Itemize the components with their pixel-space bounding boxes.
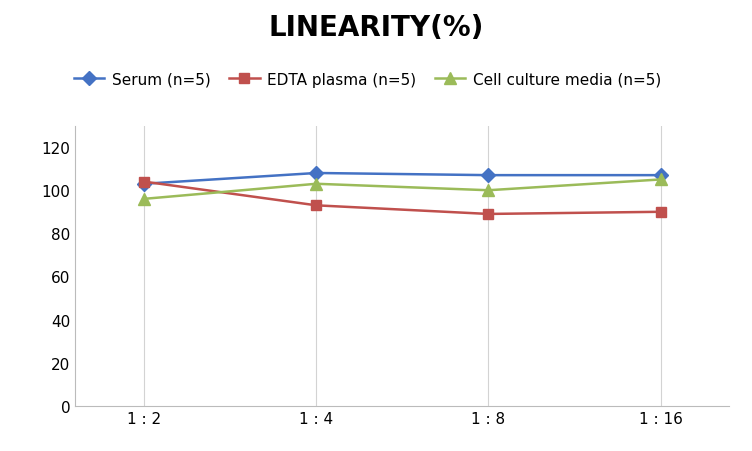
Legend: Serum (n=5), EDTA plasma (n=5), Cell culture media (n=5): Serum (n=5), EDTA plasma (n=5), Cell cul… bbox=[68, 66, 667, 93]
Serum (n=5) bbox=[484, 173, 493, 179]
Cell culture media (n=5) bbox=[312, 182, 321, 187]
EDTA plasma (n=5) bbox=[140, 179, 149, 185]
Line: Serum (n=5): Serum (n=5) bbox=[139, 169, 666, 189]
EDTA plasma (n=5) bbox=[312, 203, 321, 208]
EDTA plasma (n=5) bbox=[484, 212, 493, 217]
Cell culture media (n=5) bbox=[484, 188, 493, 193]
Serum (n=5) bbox=[140, 182, 149, 187]
Line: EDTA plasma (n=5): EDTA plasma (n=5) bbox=[139, 177, 666, 219]
Serum (n=5) bbox=[656, 173, 665, 179]
Cell culture media (n=5) bbox=[656, 177, 665, 183]
Serum (n=5) bbox=[312, 171, 321, 176]
Cell culture media (n=5) bbox=[140, 197, 149, 202]
EDTA plasma (n=5) bbox=[656, 210, 665, 215]
Text: LINEARITY(%): LINEARITY(%) bbox=[268, 14, 484, 41]
Line: Cell culture media (n=5): Cell culture media (n=5) bbox=[138, 175, 666, 205]
